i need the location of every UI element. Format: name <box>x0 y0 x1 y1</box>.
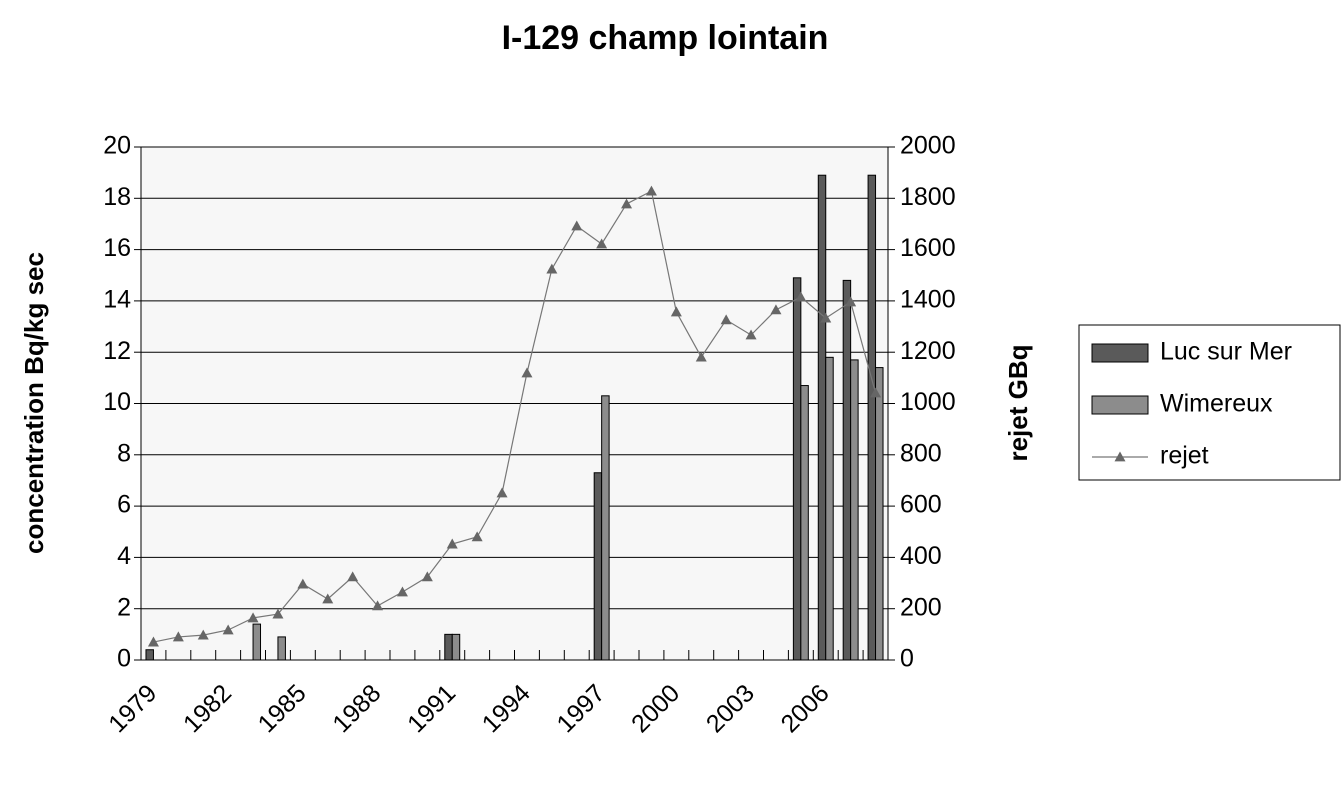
bar <box>825 356 834 661</box>
line-marker <box>670 306 682 317</box>
y2-tick-label: 200 <box>900 593 942 621</box>
bar <box>850 359 859 661</box>
line-marker <box>720 314 732 325</box>
x-tick-label: 2003 <box>701 679 760 738</box>
bar <box>444 633 453 661</box>
legend-label: Luc sur Mer <box>1160 338 1292 366</box>
line-marker <box>347 571 359 582</box>
line-marker <box>820 312 832 323</box>
y2-tick-label: 1600 <box>900 234 956 262</box>
line-marker <box>521 367 533 378</box>
x-tick-label: 2006 <box>776 679 835 738</box>
y2-tick-label: 400 <box>900 542 942 570</box>
x-tick-label: 1991 <box>402 679 461 738</box>
bar <box>601 395 610 661</box>
x-tick-label: 2000 <box>626 679 685 738</box>
y-tick-label: 10 <box>103 388 131 416</box>
bar <box>277 636 286 661</box>
line-marker <box>247 612 259 623</box>
bar <box>792 277 802 661</box>
y2-tick-label: 800 <box>900 439 942 467</box>
legend-label: rejet <box>1160 442 1209 470</box>
line-marker <box>272 608 284 619</box>
bar <box>817 174 827 661</box>
y-tick-label: 4 <box>117 542 131 570</box>
bar <box>593 472 603 661</box>
bar <box>451 633 461 661</box>
bar <box>842 279 852 661</box>
bar <box>800 385 809 661</box>
bar <box>145 649 154 661</box>
y2-axis-title: rejet GBq <box>1003 344 1033 461</box>
line-marker <box>770 304 782 315</box>
line-marker <box>172 631 184 642</box>
legend-swatch <box>1091 395 1149 415</box>
y-axis-title: concentration Bq/kg sec <box>19 252 49 554</box>
x-tick-label: 1985 <box>253 679 312 738</box>
y-tick-label: 2 <box>117 593 131 621</box>
line-marker <box>845 296 857 307</box>
y-tick-label: 14 <box>103 286 131 314</box>
y2-tick-label: 2000 <box>900 132 956 160</box>
line <box>153 190 877 643</box>
legend-swatch <box>1091 343 1149 363</box>
line-marker <box>446 538 458 549</box>
y2-tick-label: 600 <box>900 491 942 519</box>
line-marker <box>471 531 483 542</box>
y-tick-label: 0 <box>117 645 131 673</box>
line-marker <box>147 636 159 647</box>
x-tick-label: 1997 <box>551 679 610 738</box>
y-tick-label: 8 <box>117 439 131 467</box>
bar <box>252 623 262 661</box>
y2-tick-label: 0 <box>900 645 914 673</box>
y2-tick-label: 1400 <box>900 286 956 314</box>
y-tick-label: 18 <box>103 183 131 211</box>
legend-label: Wimereux <box>1160 390 1273 418</box>
line-marker <box>197 629 209 640</box>
line-marker <box>222 624 234 635</box>
y-tick-label: 12 <box>103 337 131 365</box>
line-marker <box>645 185 657 196</box>
bar <box>867 174 877 661</box>
line-marker <box>496 487 508 498</box>
legend-swatch <box>1114 451 1126 462</box>
x-tick-label: 1979 <box>103 679 162 738</box>
line-marker <box>421 571 433 582</box>
x-tick-label: 1988 <box>327 679 386 738</box>
chart-title: I-129 champ lointain <box>502 19 829 57</box>
y-tick-label: 16 <box>103 234 131 262</box>
line-marker <box>322 593 334 604</box>
x-tick-label: 1994 <box>477 679 536 738</box>
line-marker <box>745 329 757 340</box>
line-marker <box>546 263 558 274</box>
line-marker <box>596 238 608 249</box>
line-marker <box>695 351 707 362</box>
line-marker <box>571 220 583 231</box>
y-tick-label: 6 <box>117 491 131 519</box>
line-marker <box>297 578 309 589</box>
y2-tick-label: 1200 <box>900 337 956 365</box>
y-tick-label: 20 <box>103 132 131 160</box>
y2-tick-label: 1800 <box>900 183 956 211</box>
x-tick-label: 1982 <box>178 679 237 738</box>
line-marker <box>396 586 408 597</box>
y2-tick-label: 1000 <box>900 388 956 416</box>
line-marker <box>870 387 882 398</box>
line-marker <box>621 198 633 209</box>
bar <box>875 367 884 661</box>
line-marker <box>795 291 807 302</box>
line-marker <box>372 600 384 611</box>
